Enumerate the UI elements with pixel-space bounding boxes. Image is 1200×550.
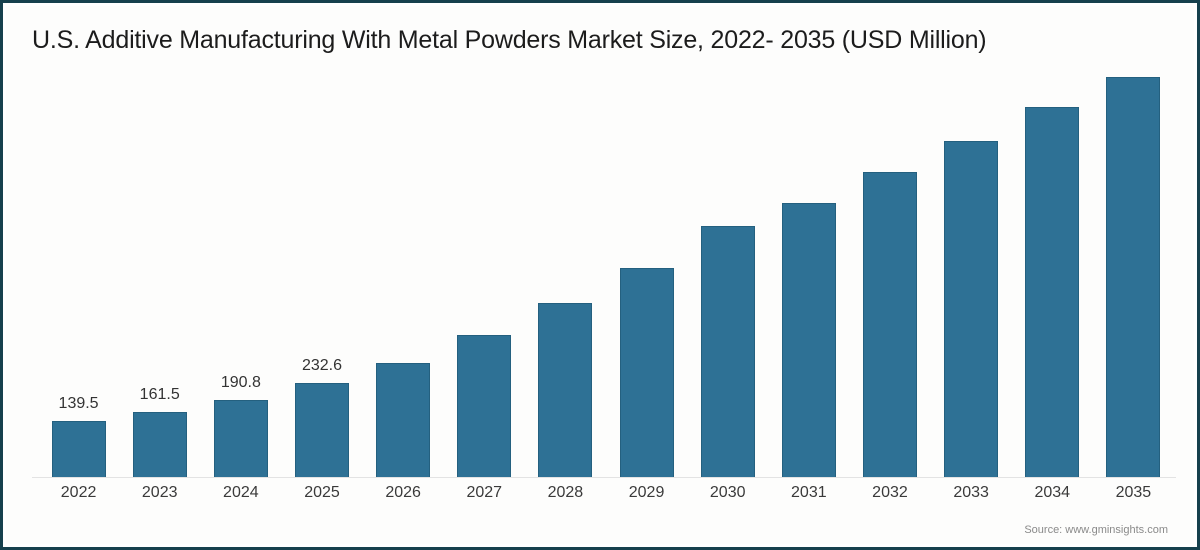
bar-slot (931, 66, 1012, 478)
bar[interactable] (538, 303, 593, 478)
bar-slot (606, 66, 687, 478)
x-axis-tick-2030: 2030 (709, 484, 746, 501)
bar[interactable] (1106, 77, 1161, 478)
bar-slot: 190.8 (200, 66, 281, 478)
bar-slot (849, 66, 930, 478)
bar[interactable] (132, 412, 187, 478)
bar-slot (1012, 66, 1093, 478)
bar[interactable] (700, 225, 755, 478)
x-axis-tick-2022: 2022 (60, 484, 97, 501)
x-axis-tick-2028: 2028 (547, 484, 584, 501)
bar-slot (525, 66, 606, 478)
page-title: U.S. Additive Manufacturing With Metal P… (32, 26, 987, 54)
x-axis-tick-2025: 2025 (304, 484, 340, 501)
bar[interactable] (781, 202, 836, 478)
bar-value-label: 232.6 (301, 357, 343, 375)
bar-slot (1093, 66, 1174, 478)
x-axis-tick-labels: 2022 2023 2024 2025 2026 2027 2028 2029 2030 2031… (32, 484, 1180, 510)
x-axis-tick-2029: 2029 (628, 484, 665, 501)
x-axis-tick-2034: 2034 (1034, 484, 1071, 501)
x-axis-tick-2026: 2026 (385, 484, 421, 501)
bar-slot (363, 66, 444, 478)
bar-value-label: 190.8 (220, 374, 261, 392)
x-axis-tick-2024: 2024 (223, 484, 259, 501)
plot-area: 139.5 161.5 190.8 232.6 (32, 66, 1180, 478)
bar-series: 139.5 161.5 190.8 232.6 (32, 66, 1180, 478)
bar-slot (768, 66, 849, 478)
bar[interactable] (213, 400, 268, 478)
bar-slot: 232.6 (281, 66, 362, 478)
bar[interactable] (944, 141, 999, 478)
x-axis-tick-2032: 2032 (872, 484, 908, 501)
x-axis-tick-2023: 2023 (141, 484, 178, 501)
bar[interactable] (51, 421, 106, 478)
chart-canvas: U.S. Additive Manufacturing With Metal P… (6, 6, 1194, 544)
bar-slot (444, 66, 525, 478)
bar-slot (687, 66, 768, 478)
x-axis-tick-2031: 2031 (791, 484, 827, 501)
source-attribution: Source: www.gminsights.com (1024, 524, 1168, 536)
bar-slot: 161.5 (119, 66, 200, 478)
bar[interactable] (862, 171, 917, 478)
bar[interactable] (376, 362, 431, 478)
bar-value-label: 139.5 (58, 395, 99, 413)
bar[interactable] (619, 268, 674, 478)
bar-value-label: 161.5 (139, 386, 180, 404)
bar-slot: 139.5 (38, 66, 119, 478)
bar[interactable] (1025, 107, 1080, 478)
x-axis-baseline (32, 477, 1176, 478)
x-axis-tick-2035: 2035 (1115, 484, 1152, 501)
x-axis-tick-2033: 2033 (953, 484, 989, 501)
bar[interactable] (457, 334, 512, 478)
x-axis-tick-2027: 2027 (466, 484, 503, 501)
bar[interactable] (294, 383, 349, 478)
